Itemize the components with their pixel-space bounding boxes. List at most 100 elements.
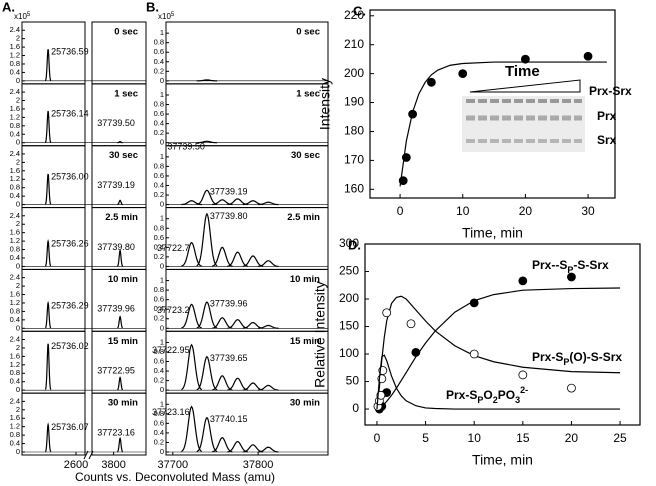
data-point xyxy=(469,298,479,308)
x-axis-label: Time, min xyxy=(472,452,533,468)
y-tick-label: 0.4 xyxy=(154,57,164,66)
y-tick-label: 0.4 xyxy=(154,180,164,189)
y-tick-label: 0.8 xyxy=(10,121,20,130)
time-label: 10 min xyxy=(290,274,320,285)
x-tick-label: 30 xyxy=(581,204,595,218)
inset-title: Time xyxy=(505,63,540,80)
y-tick-label: 1 xyxy=(160,28,164,37)
y-tick-label: 1 xyxy=(160,276,164,285)
y-tick-label: 0 xyxy=(16,200,20,209)
label-part: PO xyxy=(498,388,515,402)
x-tick-label: 20 xyxy=(519,204,533,218)
label-part: P xyxy=(567,265,573,275)
band-label: Srx xyxy=(597,133,617,147)
y-tick-label: 0.8 xyxy=(10,245,20,254)
x-tick-label: 25 xyxy=(613,431,627,445)
peak xyxy=(258,201,279,206)
y-tick-label: 0.8 xyxy=(10,306,20,315)
peak-label: 37739.80 xyxy=(97,242,135,252)
peak-label: 25736.07 xyxy=(51,422,89,432)
time-label: 30 min xyxy=(108,398,138,409)
y-tick-label: 0 xyxy=(352,401,359,415)
y-tick-label: 0.6 xyxy=(154,109,164,118)
time-label: 1 sec xyxy=(296,88,320,99)
data-point xyxy=(411,347,421,357)
x-tick-label: 0 xyxy=(397,204,404,218)
y-tick-label: 0.8 xyxy=(10,368,20,377)
y-tick-label: 2.4 xyxy=(10,211,20,220)
y-tick-label: 2 xyxy=(16,405,20,414)
y-tick-label: 0.6 xyxy=(154,171,164,180)
peak xyxy=(242,255,264,267)
y-tick-label: 0 xyxy=(160,76,164,85)
y-tick-label: 0 xyxy=(160,323,164,332)
time-label: 30 sec xyxy=(291,150,320,161)
y-tick-label: 0.8 xyxy=(154,100,164,109)
y-tick-label: 0.8 xyxy=(154,347,164,356)
fit-curve xyxy=(399,61,607,187)
peak xyxy=(44,173,52,205)
y-tick-label: 0.2 xyxy=(154,437,164,446)
time-label: 1 sec xyxy=(114,88,138,99)
y-tick-label: 220 xyxy=(344,8,364,22)
peak xyxy=(117,315,124,329)
data-point xyxy=(401,153,411,162)
peak xyxy=(44,110,52,143)
fit-curve xyxy=(376,354,621,410)
label-part: P xyxy=(563,357,569,367)
y-tick-label: 2.4 xyxy=(10,396,20,405)
peak xyxy=(44,238,52,267)
plot-frame xyxy=(364,243,641,426)
peak-label: 25736.14 xyxy=(51,108,89,118)
peak-label: 37739.19 xyxy=(97,180,135,190)
label-part: 3 xyxy=(515,395,520,405)
y-tick-label: 2 xyxy=(16,96,20,105)
y-tick-label: 0.4 xyxy=(10,191,20,200)
y-tick-label: 1.6 xyxy=(10,351,20,360)
peak xyxy=(242,382,264,391)
panel-label: D. xyxy=(348,237,361,252)
time-label: 0 sec xyxy=(114,27,138,38)
panel-label: C. xyxy=(353,3,366,18)
data-point xyxy=(518,370,528,380)
series-label: Prx-SP(O)-S-Srx xyxy=(532,350,622,367)
peak xyxy=(117,249,124,267)
multiplier-exp: 5 xyxy=(171,12,175,18)
time-label: 30 sec xyxy=(109,150,138,161)
y-tick-label: 200 xyxy=(339,291,359,305)
gel-image xyxy=(462,96,585,152)
y-tick-label: 180 xyxy=(344,124,364,138)
y-tick-label: 1.2 xyxy=(10,112,20,121)
y-tick-label: 0.4 xyxy=(154,366,164,375)
panel-label: B. xyxy=(146,0,159,14)
peak-label: 25736.02 xyxy=(51,341,89,351)
data-point xyxy=(583,51,593,61)
y-tick-label: 1.2 xyxy=(10,236,20,245)
y-tick-label: 1.2 xyxy=(10,51,20,60)
y-tick-label: 0.4 xyxy=(10,315,20,324)
y-multiplier: x105 xyxy=(14,12,31,22)
x-tick-label: 10 xyxy=(456,204,470,218)
y-tick-label: 200 xyxy=(344,66,364,80)
y-tick-label: 170 xyxy=(344,153,364,167)
data-point xyxy=(469,349,479,359)
y-tick-label: 0.8 xyxy=(154,223,164,232)
y-tick-label: 0.4 xyxy=(10,253,20,262)
plot-frame xyxy=(369,9,616,199)
band-label: Prx xyxy=(597,109,617,123)
x-tick-label: 37700 xyxy=(158,459,189,471)
y-tick-label: 0.4 xyxy=(154,304,164,313)
y-tick-label: 0.2 xyxy=(154,376,164,385)
time-label: 15 min xyxy=(108,336,138,347)
y-tick-label: 2.4 xyxy=(10,87,20,96)
time-label: 2.5 min xyxy=(287,212,320,223)
x-tick-label: 5 xyxy=(422,431,429,445)
y-tick-label: 0.4 xyxy=(154,242,164,251)
y-tick-label: 0.8 xyxy=(154,161,164,170)
time-label: 2.5 min xyxy=(105,212,138,223)
data-point xyxy=(408,109,418,119)
peak-label: 37739.50 xyxy=(167,142,205,152)
y-tick-label: 1 xyxy=(160,152,164,161)
peak xyxy=(211,437,233,453)
x-tick-label: 3800 xyxy=(101,459,125,471)
